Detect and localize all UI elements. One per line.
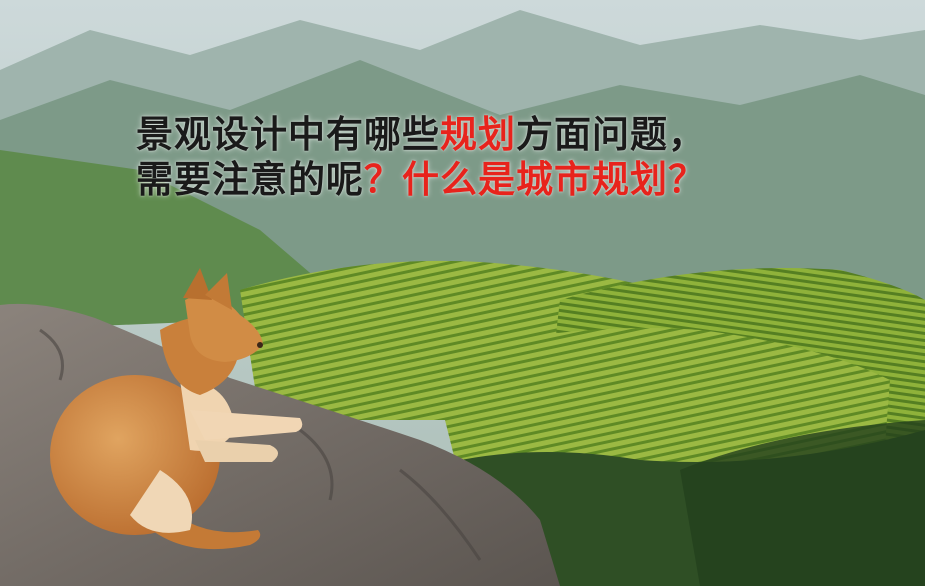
headline-line-1-accent: 规划 <box>440 113 516 156</box>
headline-line-2: 需要注意的呢？什么是城市规划？ <box>136 157 916 202</box>
dog-front-legs-2 <box>195 440 279 462</box>
dog-head <box>185 295 263 362</box>
headline-line-1-part-1: 景观设计中有哪些 <box>136 113 440 156</box>
near-slope-left <box>0 150 330 330</box>
dog-ear-right <box>205 273 232 310</box>
rock-cracks <box>39 328 482 561</box>
headline-line-2-accent: ？什么是城市规划？ <box>364 158 706 201</box>
dog-ear-left <box>183 268 212 300</box>
dog-front-legs <box>190 410 303 440</box>
hill-shadow <box>680 420 925 586</box>
dog <box>50 268 303 550</box>
dog-hind-leg <box>130 470 192 533</box>
headline-line-1: 景观设计中有哪些规划方面问题， <box>136 112 916 157</box>
headline-line-1-part-2: 方面问题， <box>516 113 706 156</box>
headline-line-2-part-1: 需要注意的呢 <box>136 158 364 201</box>
dog-nose <box>257 342 263 348</box>
headline-text: 景观设计中有哪些规划方面问题， 需要注意的呢？什么是城市规划？ <box>136 112 916 202</box>
